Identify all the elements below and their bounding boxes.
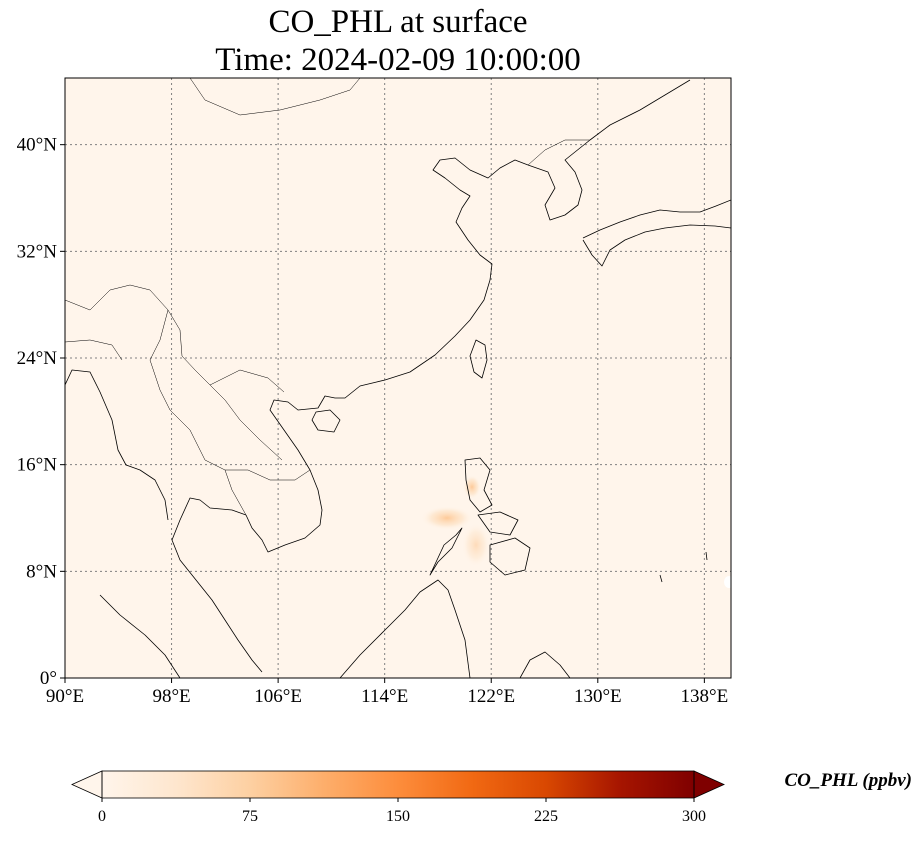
border-mongolia xyxy=(189,78,361,116)
coastline-palawan xyxy=(429,527,463,576)
coastline-mindanao xyxy=(489,537,531,576)
co-plume-main xyxy=(421,506,473,530)
coastline-micronesia xyxy=(659,551,708,583)
lat-tick-label-5: 40°N xyxy=(17,135,58,156)
colorbar-gradient xyxy=(102,771,694,798)
border-china-korea xyxy=(527,139,590,166)
lon-tick-label-5: 130°E xyxy=(574,686,622,707)
lon-tick-label-2: 106°E xyxy=(254,686,302,707)
no-data-patch xyxy=(724,576,731,588)
map-subtitle-time: Time: 2024-02-09 10:00:00 xyxy=(215,42,581,78)
co-plume-luzon xyxy=(463,475,481,499)
coastline-sumatra xyxy=(99,594,181,678)
map-frame xyxy=(64,77,732,679)
country-borders xyxy=(65,78,590,516)
colorbar-tick-label-1: 75 xyxy=(242,808,258,825)
gridlines xyxy=(65,78,731,678)
colorbar: 0 75 150 225 300 xyxy=(71,770,725,825)
lon-tick-label-6: 138°E xyxy=(681,686,729,707)
coastline-hainan xyxy=(311,409,341,433)
coastline-sulawesi xyxy=(519,651,571,678)
lat-tick-label-2: 16°N xyxy=(17,455,58,476)
longitude-axis: 90°E 98°E 106°E 114°E 122°E 130°E 138°E xyxy=(46,678,728,707)
lon-tick-label-0: 90°E xyxy=(46,686,84,707)
lon-tick-label-4: 122°E xyxy=(467,686,515,707)
lat-tick-label-4: 32°N xyxy=(17,241,58,262)
colorbar-tick-label-0: 0 xyxy=(98,808,106,825)
coastline-luzon xyxy=(464,457,493,513)
colorbar-tick-label-4: 300 xyxy=(682,808,706,825)
lon-tick-label-1: 98°E xyxy=(152,686,190,707)
colorbar-tick-label-3: 225 xyxy=(534,808,558,825)
border-thailand-cambodia xyxy=(224,469,247,516)
coastline-japan-south xyxy=(582,224,731,267)
coastline-korea xyxy=(527,139,591,221)
map-background xyxy=(65,78,731,678)
coastline-borneo xyxy=(339,579,471,678)
coastlines xyxy=(65,79,731,678)
border-laos-vietnam xyxy=(209,384,283,461)
coastline-myanmar-west xyxy=(65,369,169,521)
coastline-taiwan xyxy=(469,339,488,379)
border-china-myanmar xyxy=(65,284,285,393)
lat-tick-label-1: 8°N xyxy=(26,561,57,582)
coastline-malay-peninsula xyxy=(171,497,263,673)
coastline-japan-honshu xyxy=(582,199,731,239)
co-plume-minor xyxy=(462,523,490,567)
map-title: CO_PHL at surface xyxy=(268,4,528,40)
colorbar-tick-label-2: 150 xyxy=(386,808,410,825)
latitude-axis: 0° 8°N 16°N 24°N 32°N 40°N xyxy=(17,135,65,689)
coastline-russia xyxy=(589,79,691,141)
colorbar-label: CO_PHL (ppbv) xyxy=(784,770,912,791)
map-content xyxy=(65,78,731,678)
border-indochina xyxy=(149,309,311,481)
colorbar-extend-low xyxy=(71,770,103,799)
lon-tick-label-3: 114°E xyxy=(361,686,408,707)
border-india xyxy=(65,339,123,361)
colorbar-extend-high xyxy=(693,770,725,799)
coastline-china xyxy=(245,157,529,553)
coastline-visayas xyxy=(477,511,519,536)
lat-tick-label-3: 24°N xyxy=(17,348,58,369)
lat-tick-label-0: 0° xyxy=(40,668,57,689)
colorbar-ticks: 0 75 150 225 300 xyxy=(98,798,706,825)
